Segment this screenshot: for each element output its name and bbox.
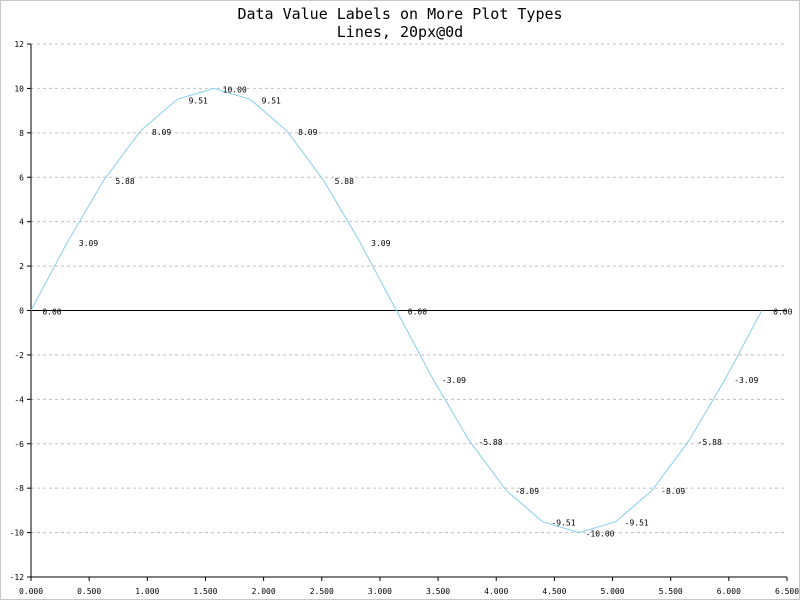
x-tick-label: 5.000: [600, 587, 624, 596]
data-label: 5.88: [115, 177, 134, 186]
y-tick-label: -10: [10, 529, 25, 538]
x-tick-label: 6.500: [775, 587, 799, 596]
chart-title: Data Value Labels on More Plot Types: [237, 5, 563, 23]
data-label: -5.88: [698, 438, 722, 447]
data-label: -3.09: [442, 376, 466, 385]
data-label: -3.09: [734, 376, 758, 385]
y-tick-label: -12: [10, 573, 25, 582]
y-tick-label: 4: [19, 218, 24, 227]
data-label: -8.09: [661, 487, 685, 496]
data-label: 9.51: [189, 96, 208, 105]
data-label: -5.88: [478, 438, 502, 447]
data-label: 5.88: [335, 177, 354, 186]
data-label: 0.00: [408, 308, 427, 317]
y-tick-label: -6: [14, 440, 24, 449]
data-labels: 0.00 3.09 5.88 8.09 9.51 10.00 9.51 8.09 5.88 3.0…: [42, 85, 792, 538]
x-tick-label: 0.000: [19, 587, 43, 596]
data-label: 0.00: [42, 308, 61, 317]
series-line: [30, 87, 763, 534]
y-tick-label: 10: [14, 84, 24, 93]
y-tick-label: -2: [14, 351, 24, 360]
x-tick-label: 2.500: [310, 587, 334, 596]
data-label: -9.51: [625, 519, 649, 528]
x-tick-label: 6.000: [717, 587, 741, 596]
data-label: 8.09: [298, 128, 317, 137]
x-tick-label: 2.000: [252, 587, 276, 596]
data-label: 10.00: [223, 85, 247, 94]
grid: [31, 43, 787, 534]
y-tick-label: 8: [19, 129, 24, 138]
x-tick-label: 4.500: [542, 587, 566, 596]
x-tick-label: 1.000: [135, 587, 159, 596]
y-tick-label: 0: [19, 307, 24, 316]
axes: -12 -10 -8 -6 -4 -2 0 2 4 6 8 10 12 0.000 0.500 1.000 1.…: [10, 40, 800, 596]
data-label: 8.09: [152, 128, 171, 137]
x-tick-label: 5.500: [659, 587, 683, 596]
data-label: 9.51: [262, 96, 281, 105]
data-label: 3.09: [79, 239, 98, 248]
series: [30, 87, 763, 534]
y-tick-label: -4: [14, 395, 24, 404]
x-tick-label: 3.000: [368, 587, 392, 596]
x-tick-label: 3.500: [426, 587, 450, 596]
y-tick-label: 12: [14, 40, 24, 49]
x-tick-label: 4.000: [484, 587, 508, 596]
y-tick-label: 2: [19, 262, 24, 271]
chart-subtitle: Lines, 20px@0d: [336, 23, 464, 41]
y-tick-label: 6: [19, 173, 24, 182]
y-tick-label: -8: [14, 484, 24, 493]
data-label: 0.00: [773, 308, 792, 317]
data-label: -10.00: [586, 530, 615, 539]
data-label: -9.51: [551, 519, 575, 528]
data-label: 3.09: [371, 239, 390, 248]
data-label: -8.09: [515, 487, 539, 496]
x-tick-label: 1.500: [193, 587, 217, 596]
x-tick-label: 0.500: [77, 587, 101, 596]
